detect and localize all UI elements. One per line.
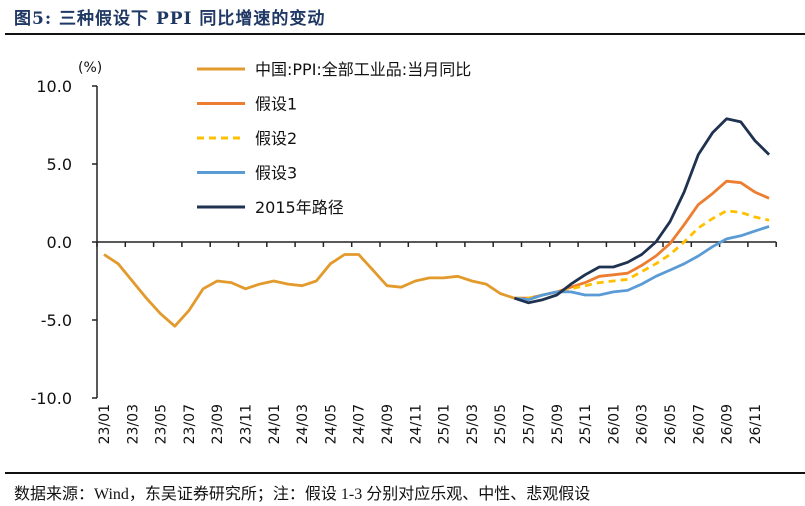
x-tick-label: 26/05	[663, 404, 679, 444]
x-tick-label: 25/11	[578, 404, 594, 444]
x-tick-label: 24/11	[408, 404, 424, 444]
legend-label-1: 中国:PPI:全部工业品:当月同比	[255, 60, 471, 79]
x-tick-label: 26/07	[691, 404, 707, 444]
legend-label-2: 假设1	[255, 95, 297, 114]
chart-title: 图5: 三种假设下 PPI 同比增速的变动	[14, 9, 326, 29]
series-line-4	[514, 225, 770, 302]
x-tick-label: 25/05	[493, 404, 509, 444]
x-tick-label: 23/11	[239, 404, 255, 444]
x-tick-label: 25/03	[465, 404, 481, 444]
x-tick-label: 25/07	[522, 404, 538, 444]
x-tick-label: 24/07	[352, 404, 368, 444]
series-line-1	[103, 253, 515, 328]
x-tick-label: 24/03	[295, 404, 311, 444]
x-tick-label: 23/05	[154, 404, 170, 444]
source-note: 数据来源：Wind，东吴证券研究所；注：假设 1-3 分别对应乐观、中性、悲观假…	[14, 486, 591, 503]
x-tick-label: 25/09	[550, 404, 566, 444]
x-tick-label: 24/09	[380, 404, 396, 444]
x-tick-label: 25/01	[437, 404, 453, 444]
x-tick-label: 26/11	[748, 404, 764, 444]
x-tick-label: 26/01	[606, 404, 622, 444]
x-tick-label: 26/09	[720, 404, 736, 444]
x-tick-label: 24/05	[323, 404, 339, 444]
series-line-5	[513, 117, 771, 305]
y-tick-label: -10.0	[31, 389, 72, 408]
y-tick-label: 0.0	[47, 233, 72, 252]
x-tick-label: 23/01	[97, 404, 113, 444]
x-tick-label: 23/09	[210, 404, 226, 444]
chart: 10.0 5.0 0.0 -5.0 -10.0 (%) 23/01 23/03 23/05 23/…	[31, 60, 777, 444]
y-tick-label: -5.0	[41, 311, 72, 330]
x-tick-label: 23/07	[182, 404, 198, 444]
legend-label-3: 假设2	[255, 129, 297, 148]
y-tick-label: 5.0	[47, 155, 72, 174]
series-line-2	[514, 179, 770, 300]
legend-label-4: 假设3	[255, 164, 297, 183]
x-tick-label: 26/03	[635, 404, 651, 444]
top-divider	[5, 33, 805, 35]
x-tick-label: 24/01	[267, 404, 283, 444]
legend-label-5: 2015年路径	[255, 198, 344, 217]
x-tick-label: 23/03	[125, 404, 141, 444]
y-tick-label: 10.0	[36, 77, 72, 96]
y-axis-unit: (%)	[78, 60, 102, 76]
bottom-divider	[5, 472, 805, 474]
